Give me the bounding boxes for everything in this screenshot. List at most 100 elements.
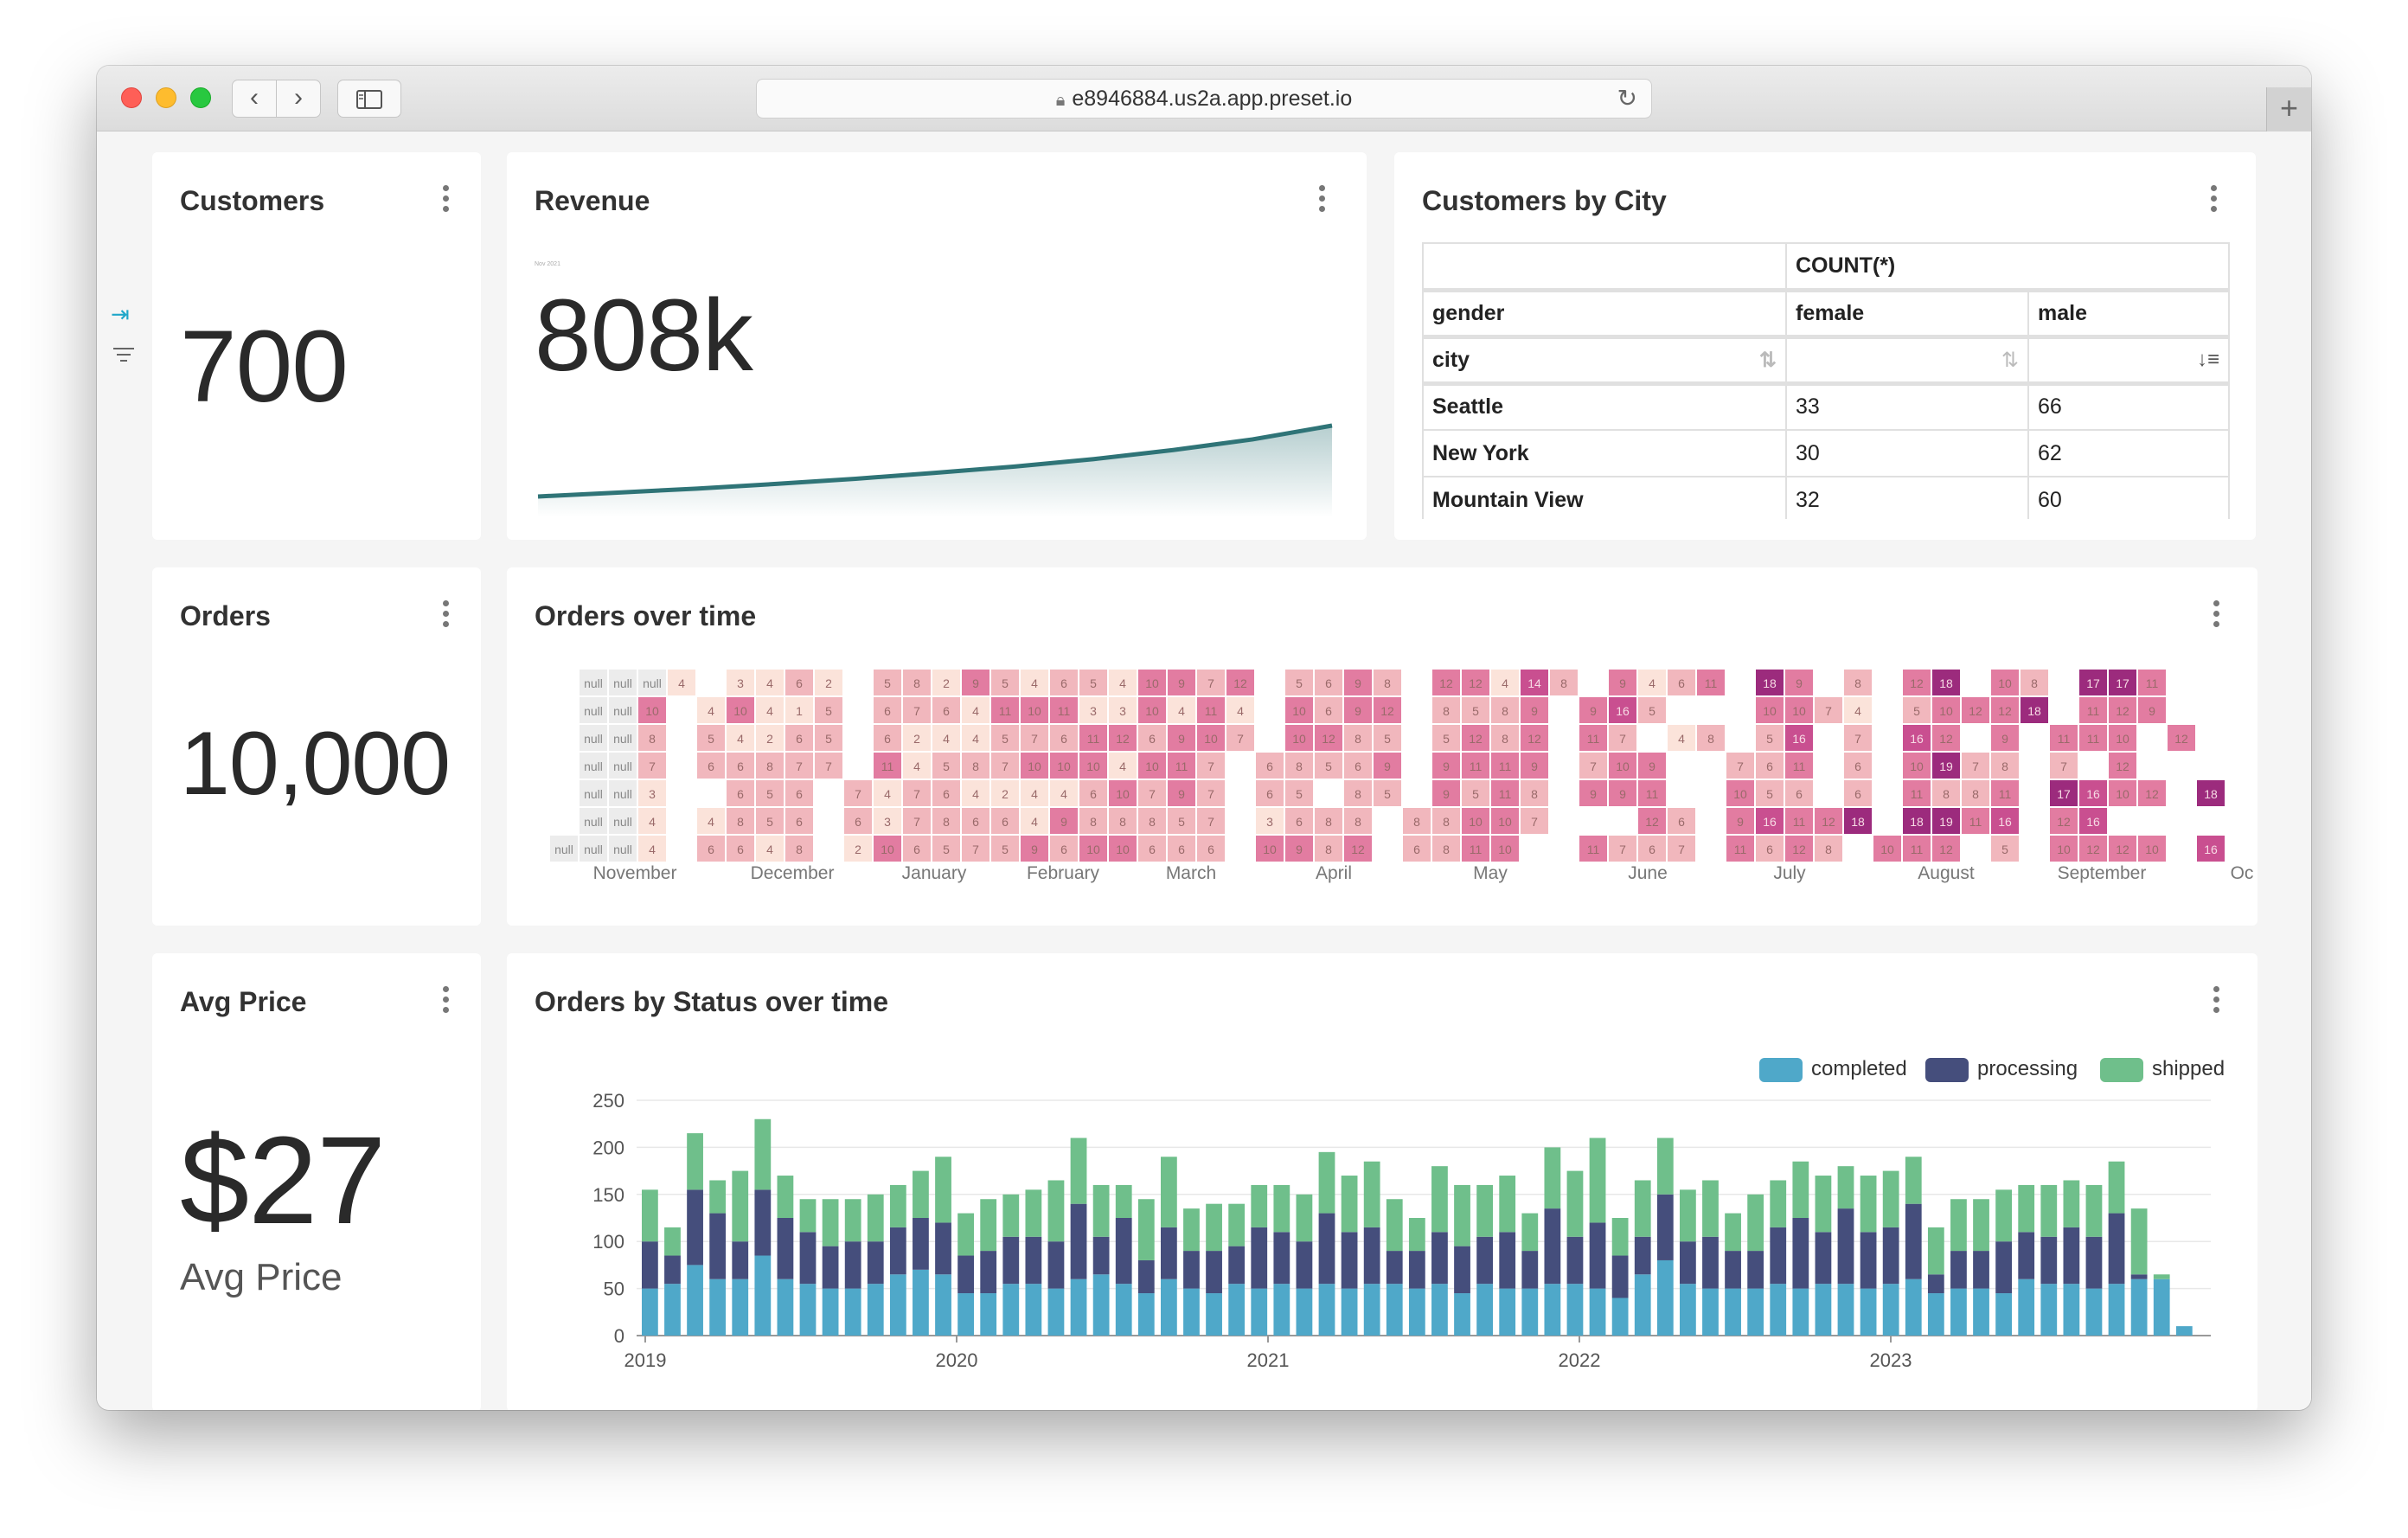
heatmap-cell: [1197, 780, 1225, 806]
heatmap-month-label: June: [1628, 863, 1668, 883]
heatmap-cell: [1726, 753, 1754, 779]
heatmap-cell-label: 6: [1060, 676, 1067, 690]
close-window-button[interactable]: [121, 87, 142, 108]
city-header[interactable]: city ⇅: [1422, 336, 1787, 386]
heatmap-cell: [1374, 753, 1401, 779]
heatmap-cell: [991, 753, 1019, 779]
heatmap-cell: [727, 753, 754, 779]
forward-button[interactable]: ›: [276, 80, 321, 118]
bar-segment-processing: [913, 1218, 929, 1270]
zoom-window-button[interactable]: [190, 87, 211, 108]
card-title: Customers: [180, 185, 325, 216]
heatmap-month-label: September: [2058, 863, 2147, 883]
bar-segment-completed: [1611, 1298, 1629, 1336]
heatmap-null-cell: [580, 836, 607, 862]
heatmap-cell: [1991, 836, 2019, 862]
heatmap-cell-label: 2: [825, 676, 832, 690]
heatmap-cell: [1462, 836, 1489, 862]
heatmap-cell-label: 11: [1793, 815, 1806, 829]
sort-icon[interactable]: ⇅: [2001, 348, 2019, 372]
bar-segment-completed: [1882, 1284, 1899, 1336]
legend-item-processing[interactable]: processing: [1925, 1057, 2078, 1082]
heatmap-cell: [1756, 697, 1784, 723]
bar-segment-processing: [1656, 1194, 1674, 1260]
heatmap-cell-label: 11: [1470, 843, 1483, 856]
bar-segment-completed: [1431, 1284, 1448, 1336]
heatmap-cell-label: 9: [1590, 787, 1597, 801]
heatmap-cell: [1344, 836, 1372, 862]
heatmap-cell: [1785, 670, 1813, 695]
heatmap-cell-label: 8: [1354, 732, 1361, 746]
bar-segment-completed: [1251, 1288, 1268, 1336]
more-options-icon[interactable]: [2211, 600, 2221, 631]
heatmap-cell: [785, 725, 813, 751]
bar-segment-processing: [1995, 1241, 2012, 1294]
heatmap-cell: [1168, 670, 1195, 695]
more-options-icon[interactable]: [440, 600, 451, 631]
bar-segment-completed: [935, 1274, 951, 1336]
heatmap-cell-label: 10: [1733, 787, 1747, 801]
sort-icon[interactable]: ⇅: [1758, 348, 1777, 372]
more-options-icon[interactable]: [440, 986, 451, 1017]
bar-segment-completed: [777, 1278, 794, 1336]
heatmap-cell-label: 12: [1998, 704, 2012, 718]
heatmap-cell-label: 7: [1207, 759, 1214, 773]
heatmap-cell-label: 10: [1028, 704, 1041, 718]
heatmap-cell-label: 10: [2057, 843, 2071, 856]
back-button[interactable]: ‹: [232, 80, 277, 118]
new-tab-button[interactable]: +: [2266, 87, 2311, 131]
bar-segment-shipped: [1521, 1213, 1539, 1252]
heatmap-cell-label: 8: [1119, 815, 1126, 829]
address-bar[interactable]: 🔒︎ e8946884.us2a.app.preset.io ↻: [756, 79, 1652, 119]
bar-segment-completed: [1702, 1288, 1719, 1336]
heatmap-cell: [2138, 670, 2166, 695]
heatmap-cell: [1050, 780, 1078, 806]
bar-segment-processing: [2063, 1227, 2080, 1285]
heatmap-cell-label: 10: [733, 704, 747, 718]
heatmap-cell: [1932, 836, 1960, 862]
heatmap-cell-label: 8: [1090, 815, 1097, 829]
heatmap-cell: [1579, 836, 1607, 862]
minimize-window-button[interactable]: [156, 87, 176, 108]
heatmap-cell-label: null: [613, 843, 632, 856]
bar-segment-completed: [867, 1284, 884, 1336]
expand-filters-icon[interactable]: ⇥: [111, 301, 130, 327]
more-options-icon[interactable]: [1316, 185, 1327, 216]
bar-segment-shipped: [1296, 1194, 1313, 1242]
filter-icon[interactable]: [112, 343, 135, 369]
heatmap-cell: [2109, 725, 2136, 751]
bar-segment-processing: [1273, 1232, 1290, 1285]
sidebar-toggle-button[interactable]: [337, 80, 401, 118]
heatmap-cell-label: 7: [825, 759, 832, 773]
more-options-icon[interactable]: [2211, 986, 2221, 1017]
heatmap-cell-label: 12: [1322, 732, 1335, 746]
bar-segment-shipped: [1927, 1227, 1944, 1275]
heatmap-cell-label: 4: [1649, 676, 1656, 690]
heatmap-cell: [1168, 753, 1195, 779]
reload-icon[interactable]: ↻: [1617, 85, 1637, 112]
more-options-icon[interactable]: [2208, 185, 2219, 216]
sort-desc-icon[interactable]: ↓≡: [2196, 348, 2219, 371]
heatmap-cell: [1844, 725, 1872, 751]
heatmap-cell-label: 18: [2027, 704, 2041, 718]
legend-item-completed[interactable]: completed: [1759, 1057, 1907, 1082]
bar-segment-completed: [1206, 1293, 1222, 1336]
more-options-icon[interactable]: [440, 185, 451, 216]
heatmap-cell: [1168, 836, 1195, 862]
heatmap-cell: [1315, 808, 1342, 834]
legend-swatch: [1759, 1057, 1803, 1082]
legend-swatch: [1925, 1057, 1969, 1082]
legend-label: processing: [1977, 1057, 2078, 1080]
heatmap-cell-label: 11: [881, 759, 894, 773]
heatmap-cell-label: 8: [972, 759, 979, 773]
female-sort-cell[interactable]: ⇅: [1785, 336, 2029, 386]
heatmap-cell-label: 4: [1854, 704, 1861, 718]
heatmap-cell-label: 16: [1616, 704, 1630, 718]
heatmap-cell-label: 10: [1145, 676, 1159, 690]
revenue-card: Revenue Nov 2021 808k: [507, 152, 1367, 540]
legend-item-shipped[interactable]: shipped: [2100, 1057, 2225, 1082]
bar-segment-shipped: [1566, 1170, 1584, 1237]
heatmap-cell-label: 10: [1763, 704, 1777, 718]
male-sort-cell[interactable]: ↓≡: [2027, 336, 2230, 386]
heatmap-cell: [815, 670, 842, 695]
